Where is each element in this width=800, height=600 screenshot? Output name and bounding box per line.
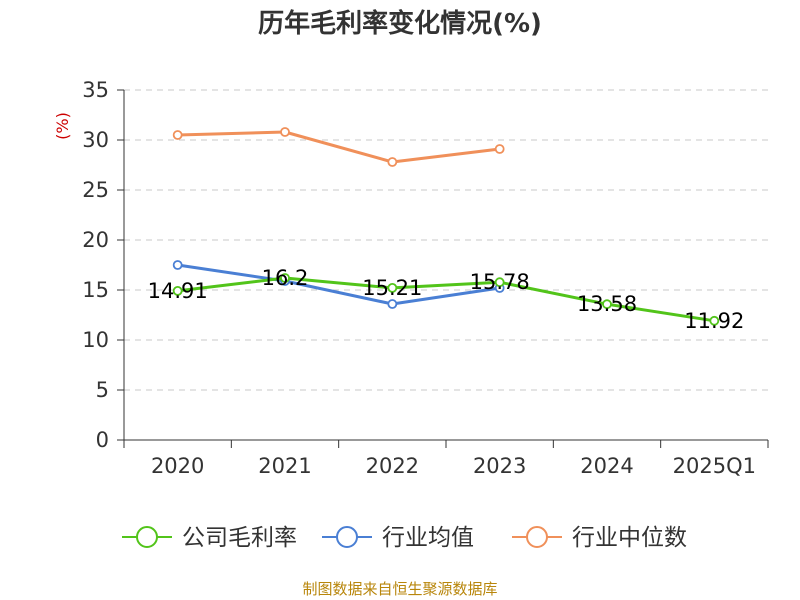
data-point xyxy=(494,144,505,154)
y-axis-unit: (%) xyxy=(53,112,72,140)
data-label: 14.91 xyxy=(148,279,208,303)
data-point xyxy=(172,260,183,270)
data-point xyxy=(172,130,183,140)
x-tick-label: 2024 xyxy=(580,454,633,478)
data-point xyxy=(172,285,183,296)
y-tick-label: 5 xyxy=(96,378,109,402)
data-label: 13.58 xyxy=(577,292,637,316)
y-tick-label: 10 xyxy=(82,328,109,352)
gridlines xyxy=(124,89,768,391)
x-tick-labels: 2020 2021 2022 2023 2024 2025Q1 xyxy=(151,454,756,478)
legend-item-1[interactable]: 行业均值 xyxy=(322,525,474,551)
series-0 xyxy=(172,273,720,326)
source-note: 制图数据来自恒生聚源数据库 xyxy=(302,580,497,598)
y-tick-label: 0 xyxy=(96,428,109,452)
data-point xyxy=(387,282,398,293)
data-point xyxy=(494,277,505,288)
data-label: 15.21 xyxy=(362,276,422,300)
x-tick-label: 2023 xyxy=(473,454,526,478)
series-line xyxy=(177,130,500,164)
data-label: 15.78 xyxy=(470,270,530,294)
data-point xyxy=(280,273,290,283)
axes xyxy=(117,89,769,448)
series-line xyxy=(177,263,500,306)
data-point xyxy=(709,315,720,326)
series-2 xyxy=(172,127,505,167)
y-tick-label: 35 xyxy=(82,78,109,102)
series-lines xyxy=(172,127,720,326)
x-tick-label: 2021 xyxy=(258,454,311,478)
legend-item-2[interactable]: 行业中位数 xyxy=(512,525,687,551)
legend-label: 行业中位数 xyxy=(572,525,687,551)
y-tick-label: 15 xyxy=(82,278,109,302)
y-tick-label: 25 xyxy=(82,178,109,202)
data-point xyxy=(387,299,398,309)
x-tick-label: 2025Q1 xyxy=(673,454,756,478)
x-tick-label: 2020 xyxy=(151,454,204,478)
chart-title: 历年毛利率变化情况(%) xyxy=(258,8,542,39)
legend-label: 行业均值 xyxy=(382,525,474,551)
y-tick-labels: 0 5 10 15 20 25 30 35 xyxy=(82,78,109,452)
data-label: 16.2 xyxy=(262,266,309,290)
legend-swatch-marker xyxy=(136,526,158,548)
legend-label: 公司毛利率 xyxy=(182,525,297,551)
legend-swatch-marker xyxy=(336,526,358,548)
data-point xyxy=(387,157,398,167)
data-labels: 14.91 16.2 15.21 15.78 13.58 11.92 xyxy=(148,266,745,333)
data-label: 11.92 xyxy=(684,309,744,333)
legend-swatch-marker xyxy=(526,526,548,548)
x-tick-label: 2022 xyxy=(366,454,419,478)
y-tick-label: 20 xyxy=(82,228,109,252)
legend-item-0[interactable]: 公司毛利率 xyxy=(122,525,297,551)
y-tick-label: 30 xyxy=(82,128,109,152)
legend[interactable]: 公司毛利率 行业均值 行业中位数 xyxy=(122,525,687,551)
series-line xyxy=(177,276,715,323)
data-point xyxy=(602,299,612,310)
data-point xyxy=(280,127,290,137)
